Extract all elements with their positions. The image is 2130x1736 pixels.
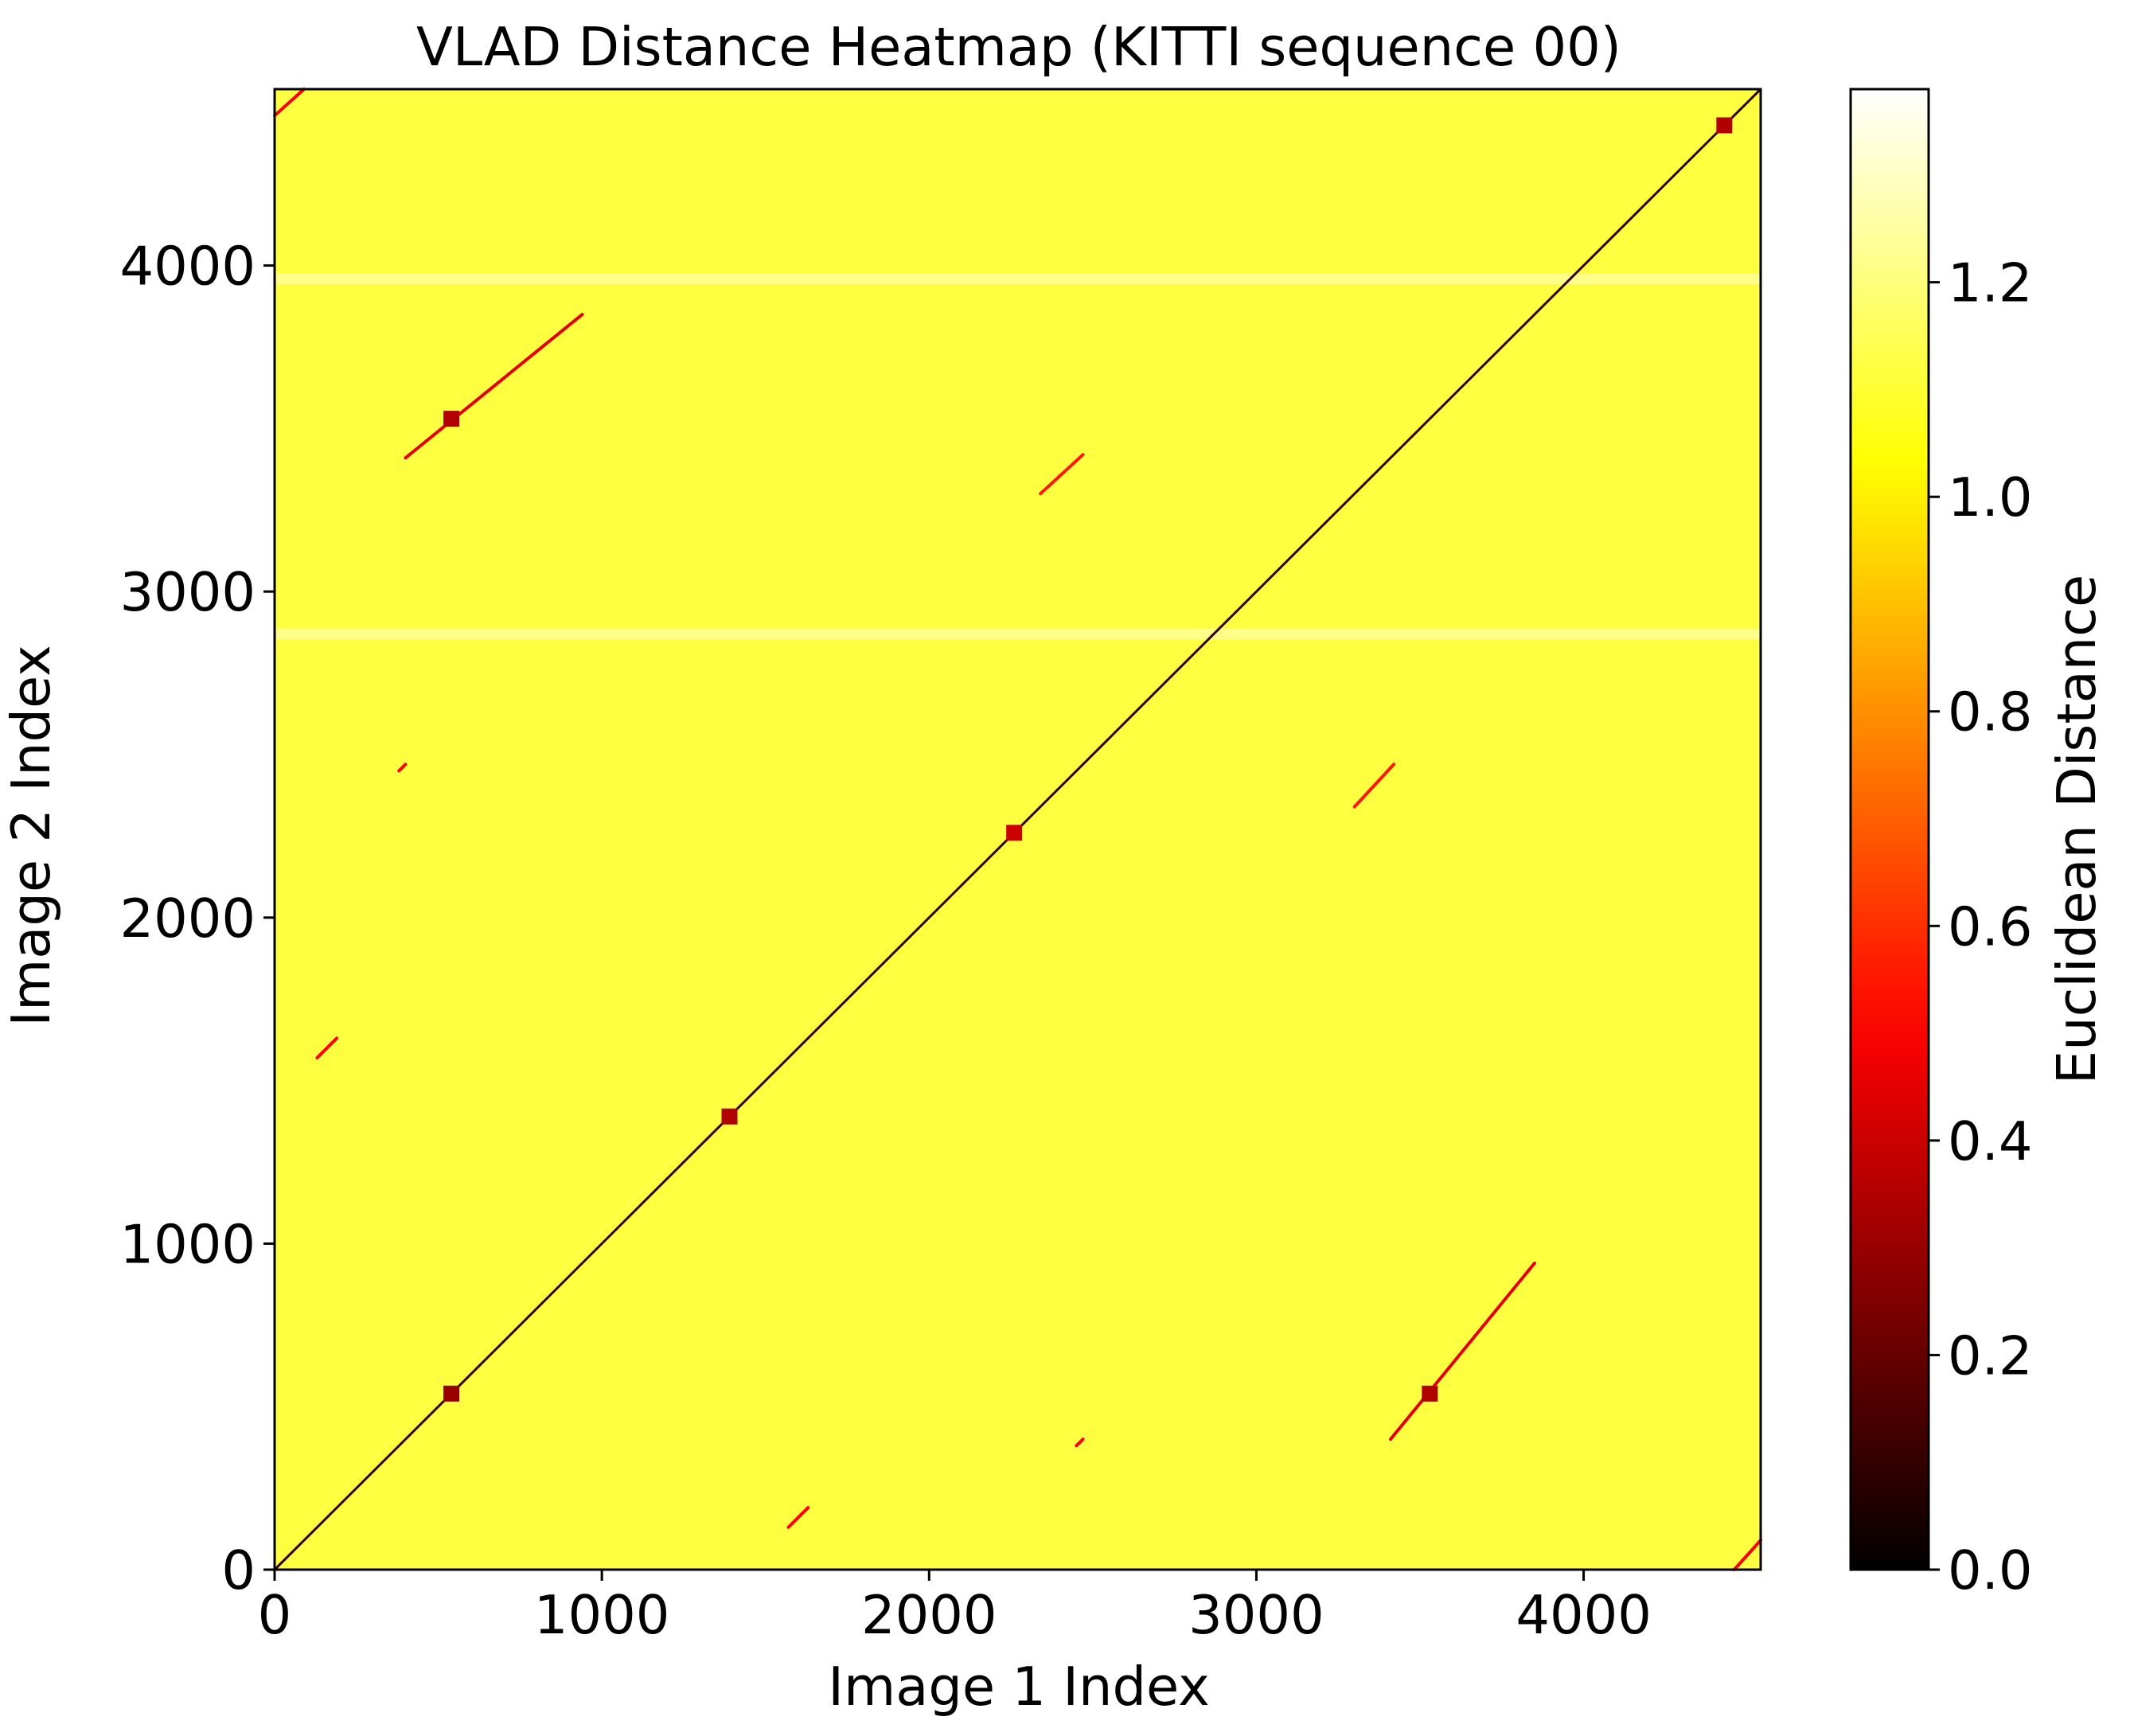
x-axis-label: Image 1 Index — [828, 1656, 1210, 1718]
loop-closure-segment — [1388, 1261, 1536, 1441]
hotspots — [443, 117, 1733, 1402]
y-axis: 0 1000 2000 3000 4000 — [119, 236, 275, 1601]
colorbar-label: Euclidean Distance — [2046, 575, 2108, 1084]
hotspot — [1006, 825, 1023, 841]
hotspot — [443, 411, 460, 427]
loop-closure-segment — [404, 313, 584, 460]
x-tick-label: 4000 — [1516, 1584, 1652, 1646]
y-axis-label: Image 2 Index — [0, 645, 62, 1027]
colorbar: 0.0 0.2 0.4 0.6 0.8 1.0 1.2 Euclidean Distance — [1849, 88, 2108, 1601]
loop-closure-segment — [1075, 1438, 1085, 1448]
hotspot — [1422, 1385, 1438, 1402]
colorbar-tick-label: 0.6 — [1948, 895, 2033, 958]
bright-band — [275, 272, 1761, 284]
y-tick-label: 3000 — [119, 561, 256, 623]
loop-closure-segment — [1352, 763, 1396, 809]
loop-closure-segment — [786, 1506, 810, 1529]
plot-frame — [273, 88, 1762, 1571]
hotspot — [721, 1108, 738, 1125]
y-tick-label: 1000 — [119, 1213, 256, 1275]
colorbar-tick-label: 0.8 — [1948, 681, 2033, 743]
colorbar-ticks: 0.0 0.2 0.4 0.6 0.8 1.0 1.2 — [1929, 252, 2033, 1601]
x-axis: 0 1000 2000 3000 4000 — [258, 1570, 1652, 1646]
x-tick-label: 1000 — [534, 1584, 670, 1646]
hotspot — [1716, 117, 1733, 134]
loop-closure-segments — [273, 88, 1762, 1571]
chart-title: VLAD Distance Heatmap (KITTI sequence 00… — [416, 16, 1621, 78]
loop-closure-segment — [1732, 1539, 1762, 1571]
colorbar-tick-label: 1.0 — [1948, 466, 2033, 529]
loop-closure-segment — [315, 1036, 339, 1059]
loop-closure-segment — [273, 88, 306, 118]
colorbar-tick-label: 0.2 — [1948, 1324, 2033, 1387]
y-tick-label: 4000 — [119, 236, 256, 298]
hotspot — [443, 1385, 460, 1402]
bright-band — [275, 628, 1761, 640]
loop-closure-segment — [397, 763, 408, 773]
colorbar-tick-label: 0.0 — [1948, 1539, 2033, 1601]
plot-area — [273, 88, 1762, 1571]
colorbar-tick-label: 0.4 — [1948, 1110, 2033, 1172]
y-tick-label: 2000 — [119, 888, 256, 950]
loop-closure-segment — [1039, 453, 1085, 496]
x-tick-label: 0 — [258, 1584, 292, 1646]
x-tick-label: 2000 — [861, 1584, 997, 1646]
y-tick-label: 0 — [221, 1539, 256, 1601]
colorbar-tick-label: 1.2 — [1948, 252, 2033, 314]
bright-bands — [275, 272, 1761, 640]
colorbar-gradient — [1849, 88, 1930, 1571]
x-tick-label: 3000 — [1188, 1584, 1324, 1646]
